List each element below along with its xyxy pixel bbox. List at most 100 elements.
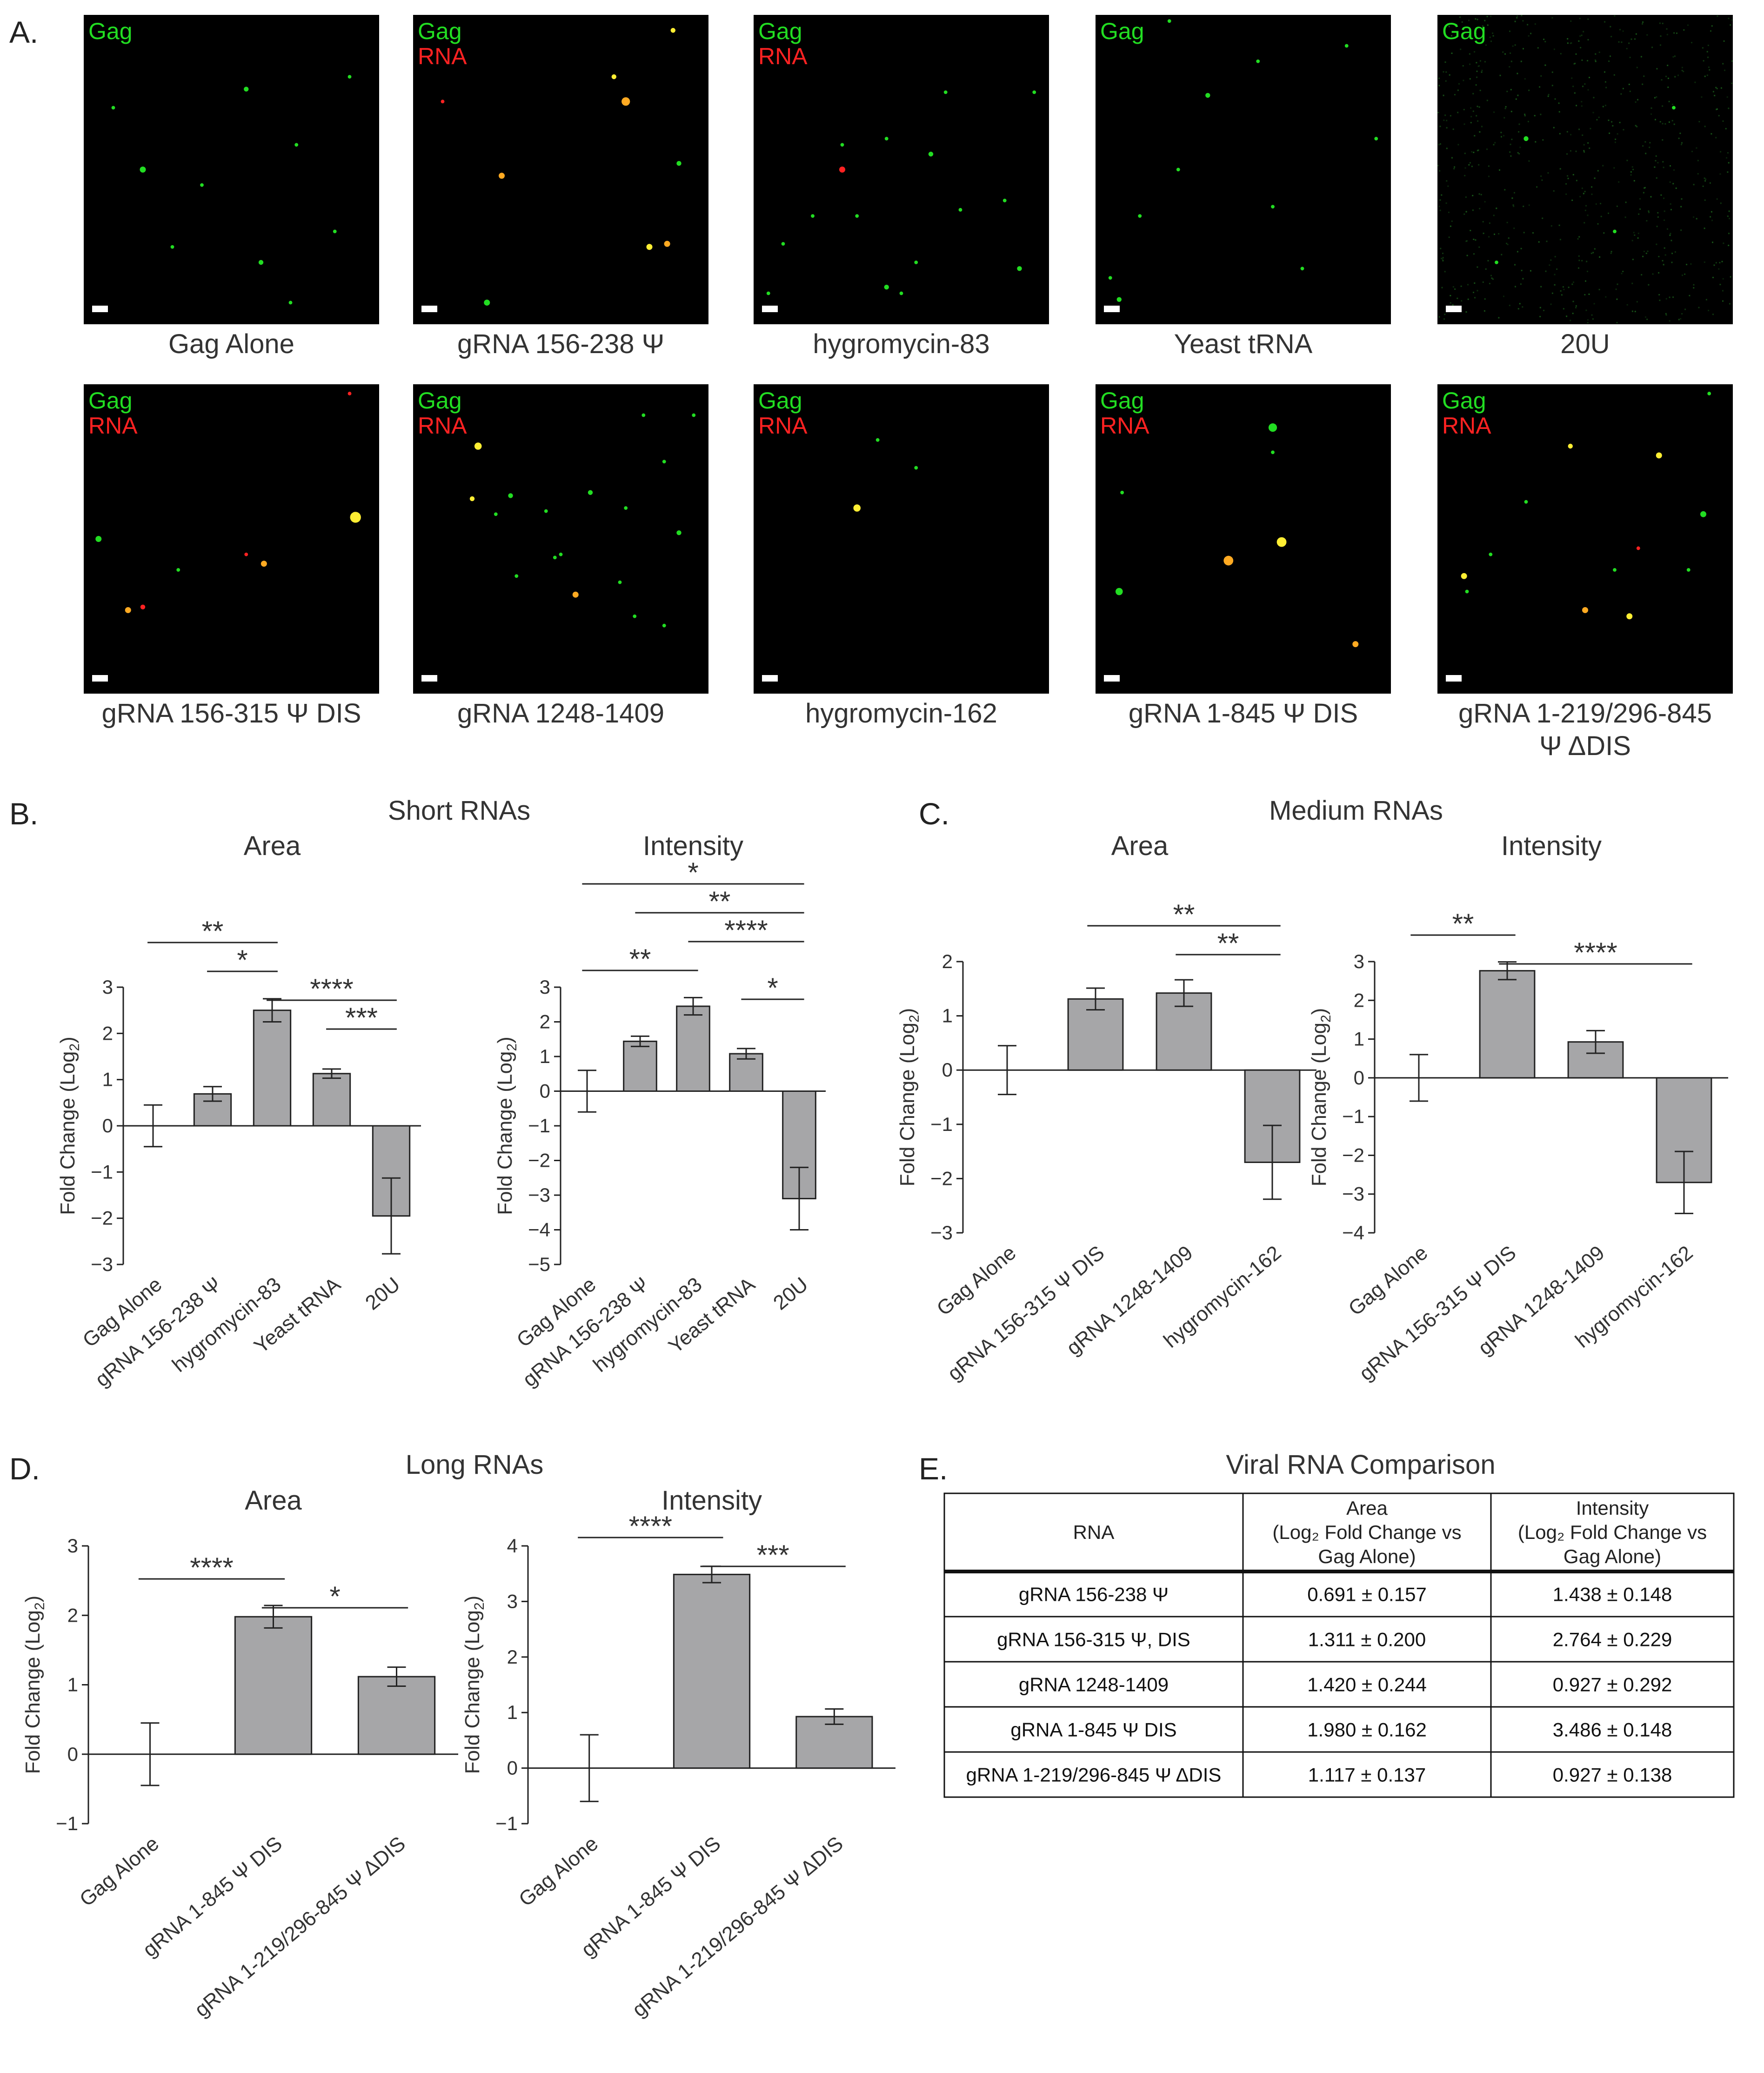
noise-speck: [1438, 144, 1440, 146]
image-caption: Gag Alone: [168, 329, 294, 359]
noise-speck: [1597, 223, 1599, 225]
noise-speck: [1706, 74, 1708, 76]
noise-speck: [1510, 89, 1512, 91]
fluorescent-spot: [1582, 607, 1588, 613]
noise-speck: [1648, 212, 1650, 214]
noise-speck: [1654, 166, 1656, 168]
noise-speck: [1492, 35, 1494, 37]
noise-speck: [1475, 33, 1477, 34]
noise-speck: [1667, 77, 1669, 79]
y-axis-label-subscript: 2: [32, 1602, 47, 1610]
noise-speck: [1658, 256, 1660, 257]
noise-speck: [1575, 150, 1577, 152]
noise-speck: [1542, 217, 1544, 219]
fluorescent-spot: [811, 214, 815, 218]
fluorescent-spot: [572, 591, 579, 598]
noise-speck: [1626, 304, 1628, 306]
noise-speck: [1467, 298, 1469, 300]
noise-speck: [1541, 179, 1543, 181]
fluorescent-spot: [928, 152, 934, 157]
noise-speck: [1673, 123, 1675, 125]
y-tick-label: 0: [540, 1080, 550, 1102]
noise-speck: [1719, 284, 1721, 286]
fluorescent-spot: [1568, 443, 1573, 449]
noise-speck: [1691, 151, 1693, 153]
significance-label: ****: [724, 915, 768, 946]
noise-speck: [1697, 160, 1699, 161]
fluorescent-spot: [914, 261, 918, 264]
noise-speck: [1587, 18, 1589, 20]
noise-speck: [1712, 241, 1713, 243]
noise-speck: [1604, 71, 1605, 73]
noise-speck: [1499, 74, 1501, 76]
noise-speck: [1542, 139, 1544, 141]
y-tick-label: 2: [507, 1646, 518, 1668]
noise-speck: [1658, 294, 1660, 295]
noise-speck: [1474, 282, 1476, 284]
noise-speck: [1628, 83, 1630, 85]
noise-speck: [1651, 47, 1653, 48]
noise-speck: [1570, 20, 1572, 22]
fluorescent-spot: [588, 490, 593, 495]
y-tick-label: −3: [930, 1222, 953, 1244]
noise-speck: [1579, 18, 1581, 20]
noise-speck: [1673, 169, 1675, 171]
noise-speck: [1618, 41, 1620, 43]
scale-bar: [92, 675, 108, 682]
noise-speck: [1567, 42, 1569, 44]
significance-label: ****: [1574, 937, 1617, 968]
bar: [729, 1053, 763, 1092]
noise-speck: [1561, 294, 1563, 296]
noise-speck: [1664, 254, 1666, 256]
noise-speck: [1537, 47, 1539, 49]
noise-speck: [1462, 33, 1463, 34]
chart-c-intensity: Intensity −4 −3 −2 −1 0 1 2 3 Fold Change (Log2) G…: [1308, 831, 1728, 1385]
noise-speck: [1643, 75, 1645, 77]
noise-speck: [1477, 120, 1479, 122]
significance-label: **: [629, 943, 651, 975]
noise-speck: [1556, 268, 1558, 270]
x-category-label: gRNA 156-315 Ψ DIS: [1355, 1241, 1521, 1385]
noise-speck: [1463, 80, 1464, 81]
image-background: [1437, 15, 1733, 324]
noise-speck: [1654, 97, 1656, 99]
noise-speck: [1480, 194, 1482, 195]
noise-speck: [1479, 207, 1481, 209]
noise-speck: [1666, 33, 1668, 35]
noise-speck: [1469, 78, 1471, 80]
noise-speck: [1581, 101, 1583, 103]
noise-speck: [1583, 193, 1584, 194]
fluorescent-spot: [261, 561, 267, 567]
noise-speck: [1629, 90, 1631, 92]
noise-speck: [1492, 32, 1494, 34]
table-header-intensity: Gag Alone): [1564, 1545, 1661, 1567]
noise-speck: [1560, 53, 1562, 54]
scale-bar: [762, 675, 778, 682]
noise-speck: [1718, 115, 1720, 117]
noise-speck: [1452, 286, 1454, 288]
noise-speck: [1470, 230, 1471, 231]
panel-label-c: C.: [919, 796, 949, 831]
fluorescent-spot: [347, 75, 352, 79]
panel-e-title: Viral RNA Comparison: [1226, 1450, 1495, 1480]
noise-speck: [1576, 180, 1577, 181]
noise-speck: [1659, 300, 1661, 301]
noise-speck: [1642, 23, 1644, 25]
noise-speck: [1630, 38, 1632, 40]
noise-speck: [1584, 222, 1585, 224]
noise-speck: [1520, 283, 1522, 285]
noise-speck: [1503, 117, 1505, 119]
noise-speck: [1644, 187, 1645, 189]
noise-speck: [1554, 284, 1556, 286]
noise-speck: [1681, 142, 1683, 144]
noise-speck: [1524, 78, 1526, 80]
noise-speck: [1479, 89, 1481, 91]
noise-speck: [1715, 262, 1717, 264]
noise-speck: [1485, 268, 1487, 270]
noise-speck: [1488, 236, 1490, 238]
noise-speck: [1518, 131, 1520, 133]
noise-speck: [1659, 121, 1661, 123]
table-cell: 1.117 ± 0.137: [1308, 1764, 1426, 1786]
